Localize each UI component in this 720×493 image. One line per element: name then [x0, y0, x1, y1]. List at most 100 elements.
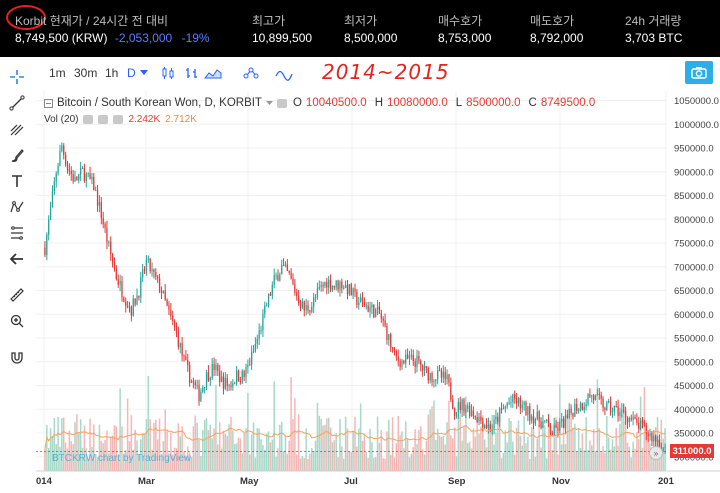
candle-body	[164, 290, 166, 300]
volume-bar	[440, 436, 443, 471]
candle-body	[470, 410, 473, 416]
volume-bar	[606, 416, 608, 471]
candle-body	[290, 272, 292, 279]
volume-bar	[64, 442, 67, 471]
candle-body	[245, 367, 247, 377]
candle-body	[239, 381, 242, 383]
volume-bar	[265, 433, 268, 471]
interval-1m[interactable]: 1m	[49, 66, 66, 80]
legend-open: 10040500.0	[305, 97, 367, 109]
volume-bar	[388, 419, 390, 471]
candle-body	[574, 404, 576, 417]
candle-body	[170, 309, 172, 316]
volume-bar	[429, 409, 431, 471]
candles-style-icon[interactable]	[160, 64, 176, 82]
candle-body	[138, 295, 140, 298]
candle-body	[222, 376, 225, 389]
volume-bar	[202, 430, 204, 471]
volume-bar	[551, 450, 554, 471]
compare-icon[interactable]	[275, 64, 293, 82]
legend-settings-icon[interactable]	[276, 98, 287, 108]
pitchfork-icon[interactable]	[6, 118, 28, 140]
volume-bar	[83, 425, 86, 471]
volume-bar	[513, 454, 516, 471]
volume-bar	[168, 453, 170, 471]
interval-30m[interactable]: 30m	[74, 66, 98, 80]
magnet-icon[interactable]	[6, 346, 28, 368]
brush-icon[interactable]	[6, 144, 28, 166]
camera-icon[interactable]	[685, 61, 713, 84]
volume-bar	[465, 396, 467, 471]
interval-1h[interactable]: 1h	[105, 66, 119, 80]
area-style-icon[interactable]	[204, 64, 222, 82]
candle-body	[252, 350, 255, 352]
candle-body	[113, 262, 116, 270]
volume-bar	[55, 444, 57, 471]
volume-value: 2.242K	[128, 114, 161, 125]
text-tool-icon[interactable]	[6, 170, 28, 192]
volume-bar	[506, 442, 508, 471]
volume-bar	[247, 392, 249, 471]
candle-body	[314, 296, 317, 298]
arrow-left-icon[interactable]	[6, 248, 28, 270]
pattern-icon[interactable]	[6, 196, 28, 218]
volume-bar	[478, 433, 480, 471]
volume-bar	[607, 437, 610, 471]
volume-eye-icon[interactable]	[83, 115, 94, 124]
y-tick-label: 500000.0	[674, 357, 714, 368]
fib-icon[interactable]	[6, 222, 28, 244]
bars-style-icon[interactable]	[184, 64, 200, 82]
trend-line-icon[interactable]	[6, 92, 28, 114]
volume-bar	[611, 439, 614, 471]
volume-bar	[587, 449, 589, 471]
candle-body	[538, 411, 540, 422]
volume-bar	[331, 442, 334, 471]
volume-settings-icon[interactable]	[98, 115, 109, 124]
tradingview-credit[interactable]: BTCKRW chart by TradingView	[52, 453, 192, 464]
candle-body	[254, 343, 257, 351]
volume-bar	[339, 419, 341, 471]
volume-bar	[485, 447, 488, 471]
volume-bar	[497, 418, 499, 471]
volume-bar	[145, 419, 148, 471]
candle-body	[600, 394, 602, 399]
candle-body	[190, 381, 193, 383]
candle-body	[639, 420, 642, 430]
candle-body	[452, 399, 454, 409]
candle-body	[592, 395, 595, 400]
ruler-icon[interactable]	[6, 284, 28, 306]
price-chart[interactable]: 1050000.0 1000000.0 950000.0 900000.0 850000…	[36, 91, 720, 493]
ticker-symbol[interactable]: Korbit 현재가 / 24시간 전 대비	[15, 14, 169, 28]
volume-bar	[547, 419, 550, 471]
candle-body	[83, 168, 86, 182]
zoom-in-icon[interactable]	[6, 310, 28, 332]
candle-body	[303, 301, 305, 311]
candle-body	[359, 297, 362, 303]
interval-d[interactable]: D	[127, 64, 148, 82]
volume-bar	[76, 414, 78, 471]
y-tick-label: 600000.0	[674, 310, 714, 321]
scroll-right-icon[interactable]: »	[649, 446, 663, 460]
candle-body	[192, 381, 195, 383]
volume-close-icon[interactable]	[113, 115, 124, 124]
volume-bar	[628, 446, 631, 471]
candle-body	[247, 364, 249, 368]
candle-body	[369, 307, 371, 312]
volume-bar	[527, 436, 529, 471]
candle-body	[576, 404, 578, 411]
candle-body	[211, 363, 213, 378]
candle-body	[106, 227, 108, 243]
volume-bar	[384, 458, 386, 471]
indicators-icon[interactable]	[242, 64, 260, 82]
volume-bar	[444, 444, 446, 471]
legend-high: 10080000.0	[387, 97, 448, 109]
volume-bar	[194, 415, 197, 471]
volume-bar	[299, 458, 302, 471]
crosshair-icon[interactable]	[6, 66, 28, 88]
volume-bar	[596, 379, 599, 471]
candle-body	[536, 411, 538, 420]
volume-bar	[156, 439, 159, 471]
volume-bar	[239, 438, 242, 471]
legend-collapse-icon[interactable]	[44, 98, 53, 108]
candle-body	[53, 181, 55, 192]
